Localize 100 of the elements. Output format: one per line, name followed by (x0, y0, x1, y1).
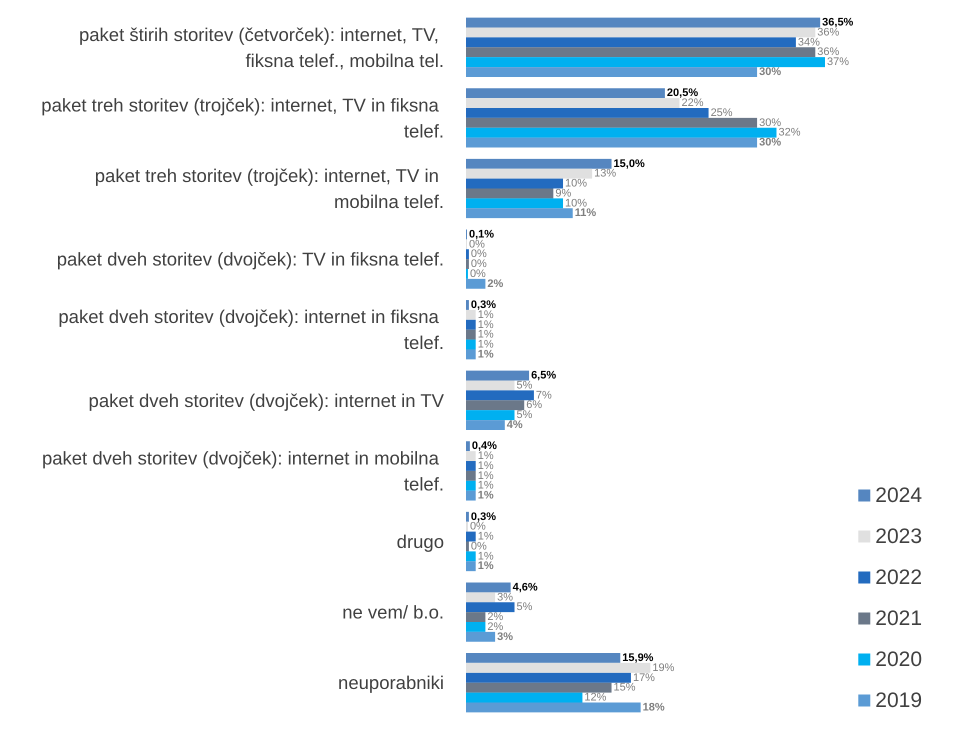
bar (466, 18, 820, 28)
data-label: 4,6% (512, 581, 538, 594)
data-label: 0% (470, 520, 486, 533)
data-label: 34% (798, 36, 820, 48)
bar (466, 420, 505, 430)
bar (466, 278, 486, 289)
bar (466, 632, 496, 642)
bar (466, 612, 486, 622)
data-label: 30% (759, 116, 782, 129)
legend-label: 2022 (875, 566, 922, 589)
data-label: 1% (478, 348, 494, 360)
y-tick-label: paket dveh storitev (dvojček): TV in fiksna telef. (56, 248, 444, 270)
legend-label: 2021 (875, 607, 922, 630)
data-label: 4% (506, 419, 523, 432)
data-label: 1% (478, 480, 494, 492)
data-label: 1% (478, 450, 494, 462)
data-label: 36,5% (822, 16, 854, 29)
data-label: 18% (642, 701, 665, 714)
data-label: 0,3% (470, 510, 496, 523)
legend-label: 2020 (875, 648, 922, 671)
legend-label: 2023 (875, 525, 922, 548)
data-label: 36% (817, 46, 840, 58)
bar (466, 451, 476, 462)
bar (466, 542, 469, 552)
data-label: 0,3% (470, 298, 496, 311)
data-label: 0% (470, 268, 486, 280)
data-label: 1% (478, 490, 494, 502)
bar (466, 592, 496, 602)
bar (466, 602, 515, 612)
data-label: 2% (487, 611, 504, 624)
data-label: 1% (478, 530, 494, 543)
bar (466, 702, 641, 712)
data-label: 6% (526, 399, 542, 412)
y-tick-label: paket štirih storitev (četvorček): internet, TV, fiksna telef., mobilna tel. (78, 24, 444, 71)
data-label: 6,5% (531, 370, 556, 382)
bar (466, 138, 758, 148)
bar (466, 108, 709, 118)
bar (466, 168, 592, 179)
data-label: 11% (574, 207, 596, 220)
bar (466, 390, 534, 400)
data-label: 2% (487, 278, 504, 290)
data-label: 1% (478, 560, 494, 572)
bar (466, 582, 511, 592)
y-tick-label: paket treh storitev (trojček): internet, TV in fiksna telef. (41, 94, 444, 142)
bar (466, 532, 476, 542)
data-label: 13% (594, 168, 616, 180)
bar (466, 340, 476, 350)
bar (466, 118, 758, 128)
data-label: 30% (759, 136, 782, 149)
data-label: 5% (516, 409, 533, 422)
data-label: 1% (478, 470, 494, 482)
bar (466, 310, 476, 320)
data-label: 5% (516, 379, 533, 392)
data-label: 0,4% (472, 440, 498, 452)
data-label: 1% (478, 338, 494, 351)
data-label: 1% (478, 318, 494, 331)
data-label: 1% (478, 328, 494, 341)
data-label: 2% (487, 620, 504, 633)
bar (466, 178, 564, 188)
data-label: 0% (470, 258, 488, 270)
bar (466, 98, 680, 108)
bar (466, 370, 530, 381)
y-tick-label: paket dveh storitev (dvojček): internet in TV (88, 390, 445, 411)
bar (466, 188, 554, 198)
data-label: 0% (468, 238, 486, 250)
data-label: 7% (536, 389, 552, 402)
bar (466, 259, 469, 269)
data-label: 0,1% (468, 228, 494, 240)
bar (466, 461, 476, 471)
bar (466, 561, 476, 572)
data-label: 1% (478, 460, 494, 472)
bar (466, 249, 469, 260)
bar (466, 380, 515, 390)
bar (466, 653, 620, 663)
bar (466, 330, 476, 340)
bar (466, 400, 524, 410)
bar (466, 490, 476, 501)
data-label: 15% (614, 682, 636, 694)
data-label: 9% (555, 187, 572, 200)
bar (466, 198, 564, 208)
data-label: 0% (470, 540, 488, 552)
data-label: 3% (497, 630, 514, 643)
data-label: 10% (565, 178, 588, 190)
bar (466, 88, 665, 98)
data-label: 20,5% (666, 87, 698, 100)
bar (466, 47, 816, 58)
legend-label: 2024 (875, 484, 922, 507)
bar (466, 441, 470, 452)
data-label: 10% (565, 197, 588, 210)
bar (466, 410, 515, 420)
y-tick-label: paket dveh storitev (dvojček): internet in fiksna telef. (58, 306, 444, 354)
bar (466, 672, 631, 683)
y-tick-label: paket treh storitev (trojček): internet, TV in mobilna telef. (94, 165, 444, 212)
data-label: 19% (652, 662, 675, 674)
bar (466, 470, 476, 481)
data-label: 1% (478, 550, 494, 562)
bar (466, 128, 776, 138)
bar (466, 57, 825, 68)
data-label: 0% (470, 248, 488, 260)
bar (466, 349, 476, 360)
